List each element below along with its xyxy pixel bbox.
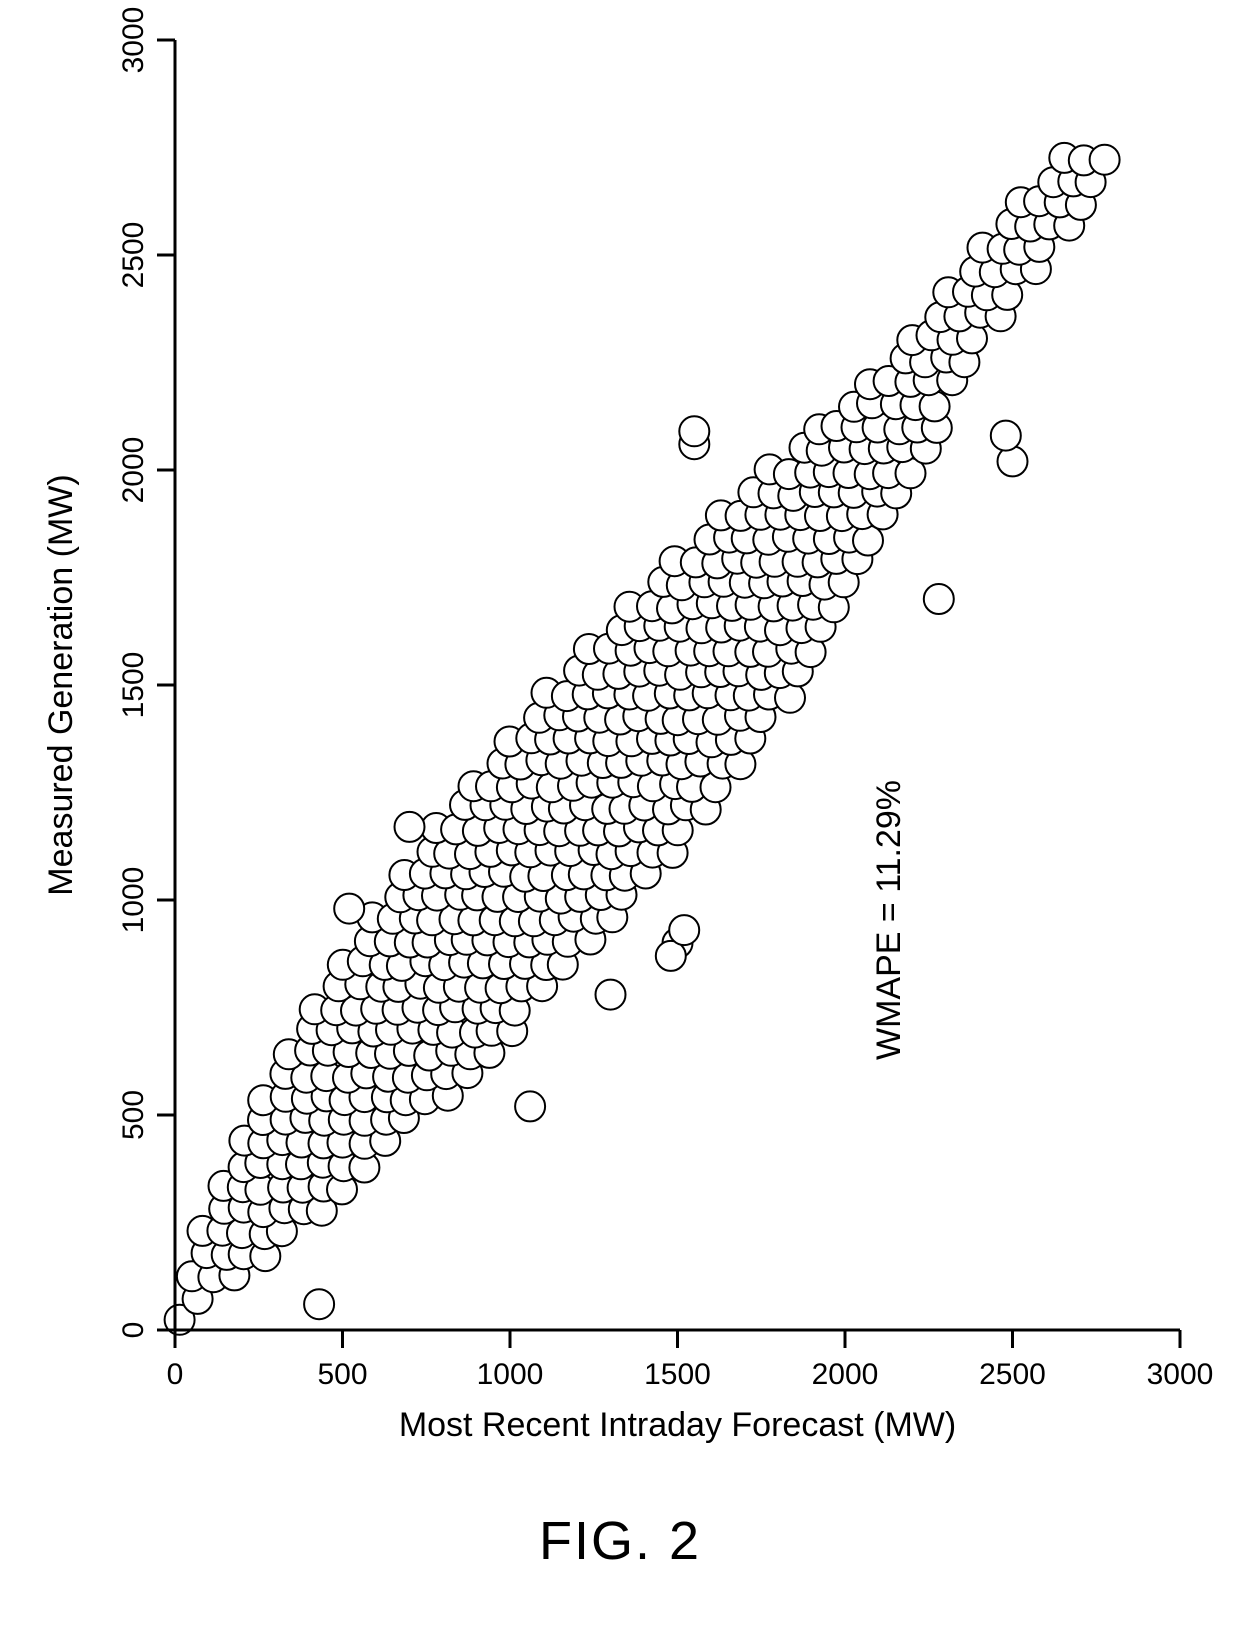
- scatter-chart: 0 500 1000 1500 2000 2500 3000 0 500 1000 1500 2000…: [0, 0, 1240, 1625]
- data-point: [679, 416, 709, 446]
- data-point: [395, 812, 425, 842]
- data-point: [853, 526, 883, 556]
- x-tick-label: 1500: [644, 1358, 711, 1391]
- x-tick-label: 1000: [477, 1358, 544, 1391]
- y-axis-label: Measured Generation (MW): [42, 474, 80, 895]
- y-tick-label: 0: [117, 1322, 150, 1339]
- data-point: [920, 391, 950, 421]
- x-tick-label: 2500: [979, 1358, 1046, 1391]
- y-tick-label: 500: [117, 1090, 150, 1140]
- y-tick-label: 3000: [117, 7, 150, 74]
- wmape-annotation: WMAPE = 11.29%: [870, 780, 908, 1060]
- data-point: [515, 1091, 545, 1121]
- x-axis-label: Most Recent Intraday Forecast (MW): [399, 1406, 956, 1444]
- data-point: [924, 584, 954, 614]
- x-tick-label: 3000: [1147, 1358, 1214, 1391]
- data-point: [669, 915, 699, 945]
- page: 0 500 1000 1500 2000 2500 3000 0 500 1000 1500 2000…: [0, 0, 1240, 1625]
- y-tick-label: 2000: [117, 437, 150, 504]
- data-point: [991, 421, 1021, 451]
- figure-caption: FIG. 2: [0, 1510, 1240, 1572]
- y-tick-label: 2500: [117, 222, 150, 289]
- data-point: [304, 1289, 334, 1319]
- y-tick-label: 1500: [117, 652, 150, 719]
- data-point: [334, 894, 364, 924]
- y-tick-label: 1000: [117, 867, 150, 934]
- x-tick-label: 500: [317, 1358, 367, 1391]
- data-point: [596, 980, 626, 1010]
- data-point: [1090, 145, 1120, 175]
- x-tick-label: 2000: [812, 1358, 879, 1391]
- x-tick-label: 0: [167, 1358, 184, 1391]
